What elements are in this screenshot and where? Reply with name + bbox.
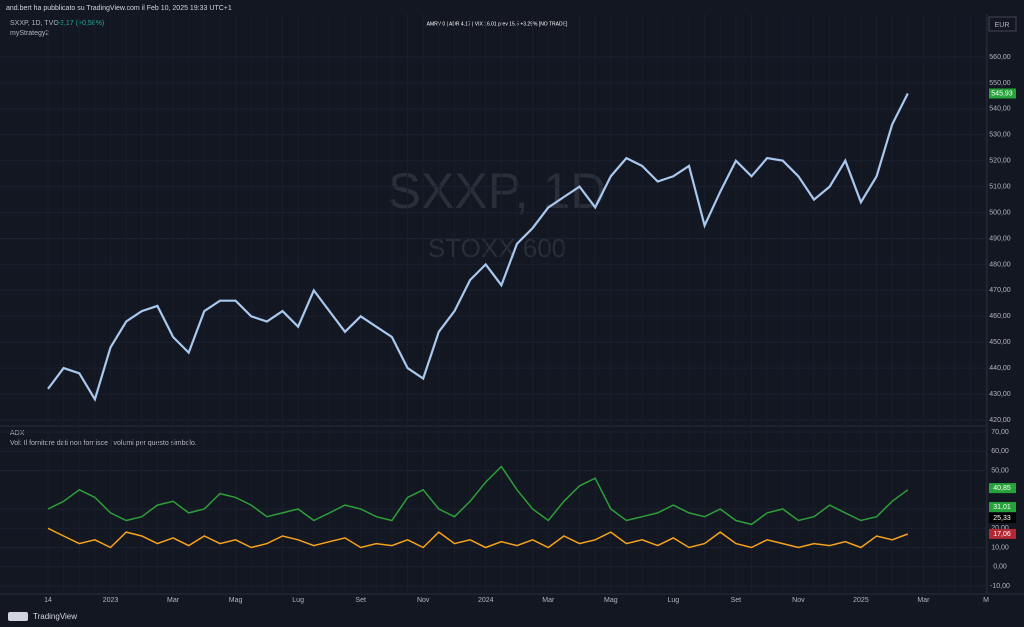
currency-box[interactable] (988, 16, 1017, 32)
x-tick-label: 2025 (853, 597, 869, 604)
x-tick-label: 2023 (103, 597, 119, 604)
change: +3,17 (+0,58%) (56, 20, 104, 27)
y-tick-label: 460,00 (989, 313, 1011, 320)
x-tick-label: Lug (292, 597, 304, 604)
last-price-tag (989, 88, 1016, 99)
currency[interactable]: EUR (995, 22, 1010, 29)
y-tick-label: 60,00 (991, 448, 1009, 455)
watermark-name: STOXX 600 (428, 233, 566, 263)
x-tick-label: Mar (917, 597, 930, 604)
x-tick-label: Nov (417, 597, 430, 604)
y-tick-label: 510,00 (989, 183, 1011, 190)
x-tick-label: M (983, 597, 989, 604)
y-tick-label: 20,00 (991, 525, 1009, 532)
x-tick-label: 14 (44, 597, 52, 604)
indicator-tag-label: 31,01 (993, 504, 1011, 511)
x-tick-label: Mar (542, 597, 555, 604)
adx-subtitle: Vol: Il fornitore dati non fornisce i vo… (10, 440, 197, 447)
y-tick-label: -10,00 (990, 583, 1010, 590)
indicator-tag-label: 25,33 (993, 515, 1011, 522)
price-line (47, 93, 909, 402)
indicator-tag-label: 40,85 (993, 485, 1011, 492)
adx-line (47, 527, 909, 549)
y-tick-label: 420,00 (989, 417, 1011, 424)
strategy: myStrategy2 (10, 30, 49, 37)
brand-logo (8, 612, 28, 621)
status: AMRV 0 | ADR 4.17 | VIX 16.01 prev 15.5 … (427, 21, 568, 27)
y-tick-label: 450,00 (989, 339, 1011, 346)
y-tick-label: 50,00 (991, 467, 1009, 474)
x-tick-label: Mag (604, 597, 618, 604)
indicator-tag (989, 512, 1016, 523)
x-tick-label: Mar (167, 597, 180, 604)
y-tick-label: 520,00 (989, 158, 1011, 165)
x-tick-label: 2024 (478, 597, 494, 604)
indicator-tag-label: 17,06 (993, 531, 1011, 538)
indicator-tag (989, 502, 1016, 513)
y-tick-label: 480,00 (989, 261, 1011, 268)
indicator-tag (989, 483, 1016, 494)
y-tick-label: 540,00 (989, 106, 1011, 113)
y-tick-label: 560,00 (989, 54, 1011, 61)
x-tick-label: Lug (667, 597, 679, 604)
y-tick-label: 470,00 (989, 287, 1011, 294)
y-tick-label: 530,00 (989, 132, 1011, 139)
x-tick-label: Nov (792, 597, 805, 604)
y-tick-label: 500,00 (989, 209, 1011, 216)
brand: TradingView (33, 612, 77, 621)
last-price-label: 545,93 (991, 90, 1013, 97)
y-tick-label: 10,00 (991, 544, 1009, 551)
x-tick-label: Set (355, 597, 366, 604)
y-tick-label: 430,00 (989, 391, 1011, 398)
y-tick-label: 440,00 (989, 365, 1011, 372)
y-tick-label: 550,00 (989, 80, 1011, 87)
adx-line (47, 465, 909, 526)
y-tick-label: 0,00 (993, 564, 1007, 571)
y-tick-label: 70,00 (991, 429, 1009, 436)
x-tick-label: Set (731, 597, 742, 604)
adx-title: ADX (10, 430, 25, 437)
y-tick-label: 490,00 (989, 235, 1011, 242)
indicator-tag (989, 528, 1016, 539)
symbol: SXXP, 1D, TVC (10, 20, 58, 27)
watermark: SXXP, 1D (388, 163, 607, 219)
publisher: and.bert ha pubblicato su TradingView.co… (6, 5, 232, 12)
x-tick-label: Mag (229, 597, 243, 604)
